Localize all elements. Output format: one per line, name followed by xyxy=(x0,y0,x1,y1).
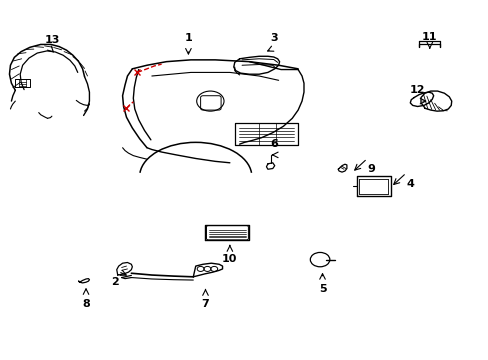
Text: 8: 8 xyxy=(82,299,90,309)
Text: 7: 7 xyxy=(201,299,209,309)
Text: 10: 10 xyxy=(222,254,237,264)
Text: 12: 12 xyxy=(409,85,425,95)
Text: 11: 11 xyxy=(421,32,437,41)
Text: 2: 2 xyxy=(111,277,119,287)
Text: 4: 4 xyxy=(406,179,413,189)
Text: 13: 13 xyxy=(44,35,60,45)
Text: 5: 5 xyxy=(318,284,325,294)
Text: 3: 3 xyxy=(269,33,277,43)
Text: 6: 6 xyxy=(269,139,277,149)
Text: 1: 1 xyxy=(184,33,192,43)
Text: 9: 9 xyxy=(366,164,374,174)
